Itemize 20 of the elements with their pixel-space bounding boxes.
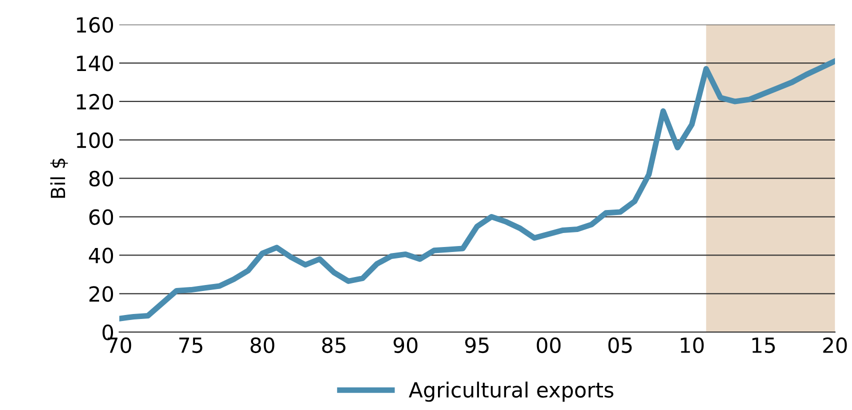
x-tick-label: 15 — [752, 338, 775, 354]
x-tick-label: 00 — [536, 337, 561, 354]
x-tick-label: 10 — [680, 337, 704, 354]
x-tick-label: 95 — [465, 337, 489, 354]
y-tick-label: 80 — [89, 170, 114, 187]
y-tick-label: 120 — [76, 94, 114, 110]
x-tick-label: 85 — [322, 337, 346, 354]
x-tick-label: 90 — [394, 337, 418, 354]
x-tick-label: 05 — [608, 337, 632, 354]
y-tick-label: 20 — [89, 286, 114, 302]
x-tick-label: 20 — [823, 337, 847, 354]
legend-label: Agricultural exports — [408, 382, 614, 402]
y-tick-label: 100 — [76, 132, 114, 148]
y-tick-label: 160 — [76, 17, 114, 33]
y-axis-title: Bil $ — [50, 158, 68, 198]
y-tick-label: 60 — [89, 209, 114, 225]
y-tick-label: 140 — [76, 55, 114, 72]
x-tick-label: 75 — [179, 338, 202, 354]
x-tick-label: 80 — [250, 337, 274, 354]
y-tick-label: 40 — [88, 248, 114, 264]
